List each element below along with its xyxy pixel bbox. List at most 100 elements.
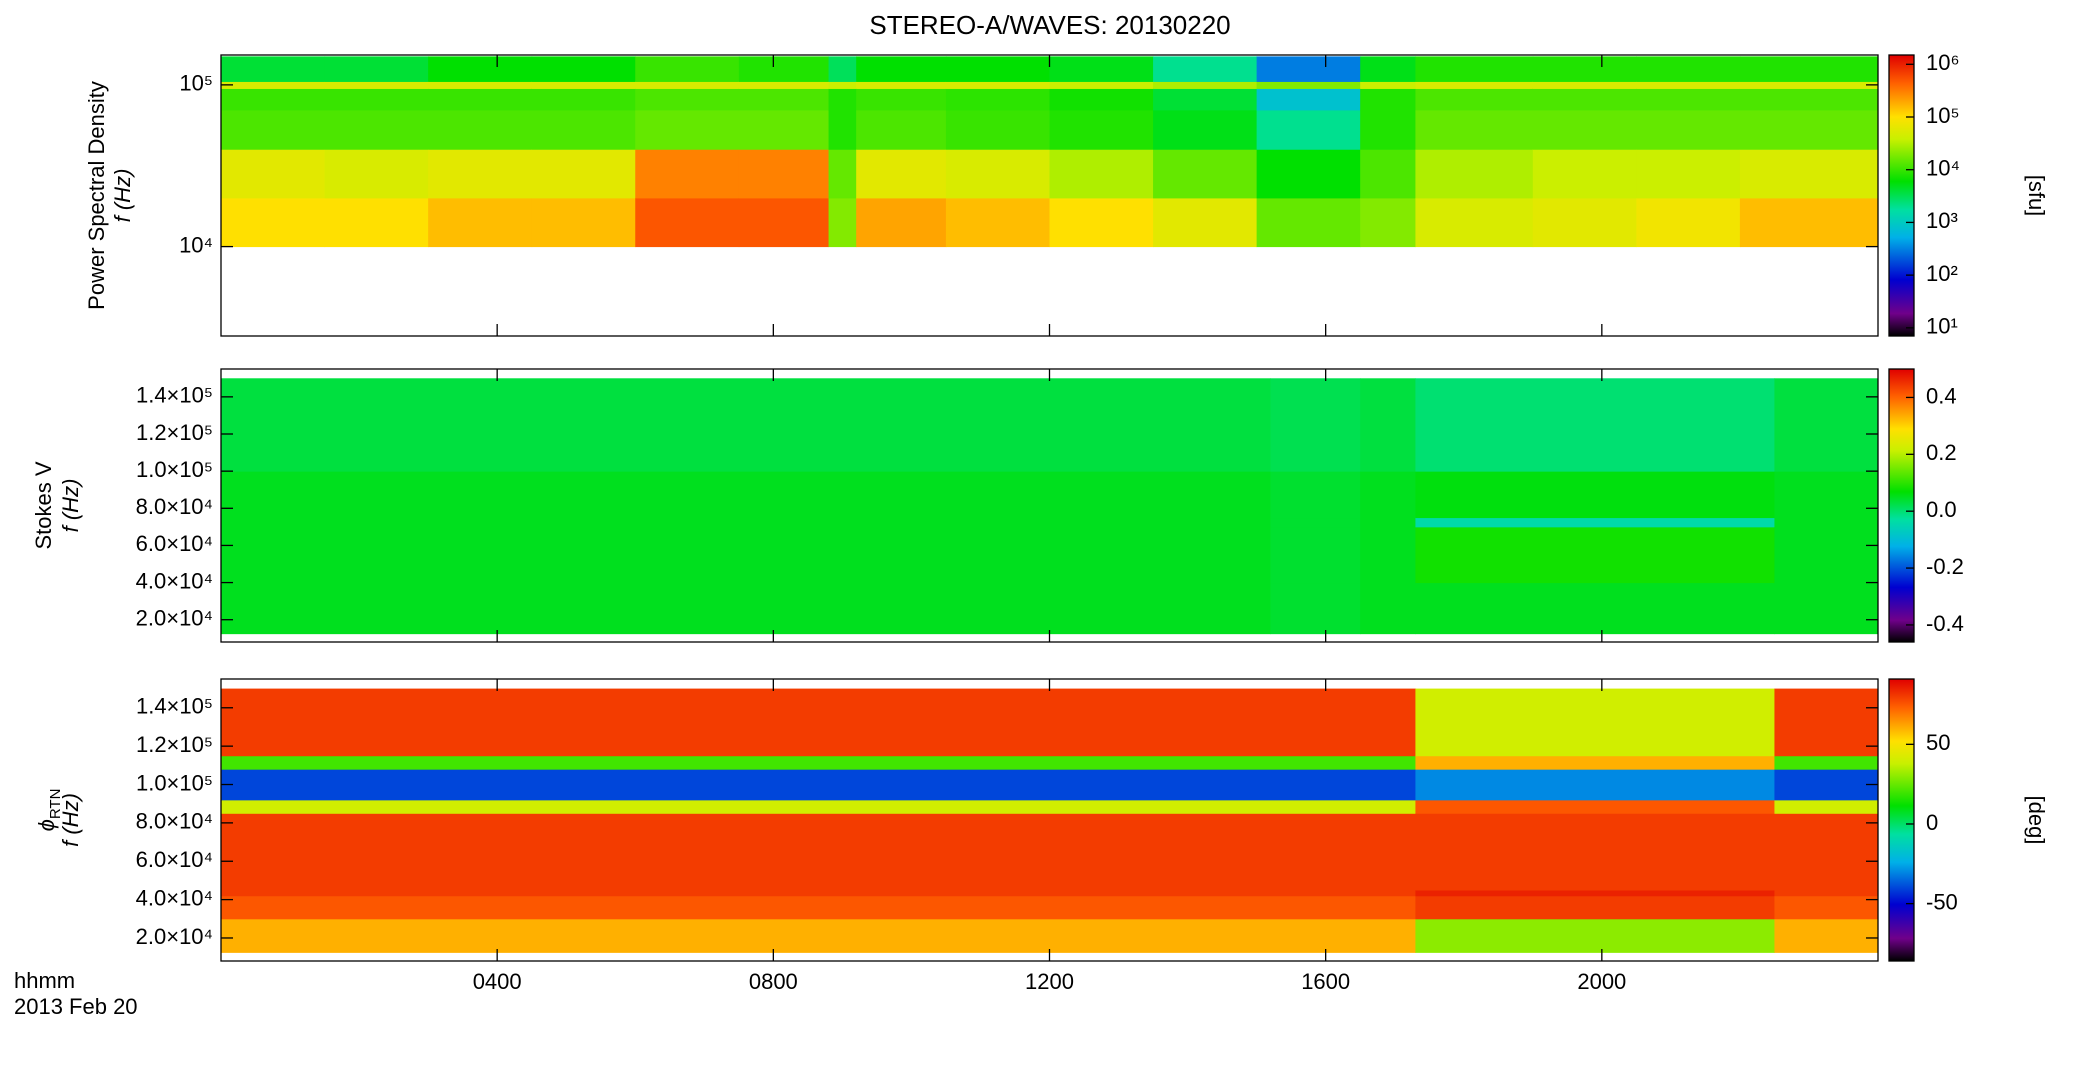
heatmap-cell — [1270, 517, 1361, 528]
heatmap-cell — [1360, 149, 1416, 199]
title: STEREO-A/WAVES: 20130220 — [869, 10, 1230, 40]
heatmap-cell — [428, 109, 533, 150]
heatmap-cell — [324, 81, 429, 89]
heatmap-cell — [1360, 526, 1416, 584]
colorbar-tick-label: 10³ — [1926, 208, 1958, 233]
heatmap-cell — [635, 88, 740, 111]
panel — [221, 688, 1879, 953]
heatmap-cell — [635, 149, 740, 199]
heatmap-cell — [1774, 769, 1879, 801]
heatmap-cell — [945, 197, 1050, 248]
heatmap-cell — [945, 149, 1050, 199]
x-tick-label: 0800 — [749, 969, 798, 994]
colorbar-tick-label: 0 — [1926, 810, 1938, 835]
heatmap-cell — [324, 88, 429, 111]
heatmap-cell — [945, 56, 1050, 82]
heatmap-cell — [1532, 56, 1637, 82]
x-tick-label: 0400 — [473, 969, 522, 994]
heatmap-cell — [1256, 88, 1361, 111]
heatmap-cell — [1153, 197, 1258, 248]
y-tick-label: 1.0×10⁵ — [136, 770, 213, 795]
heatmap-cell — [221, 56, 326, 82]
heatmap-cell — [221, 526, 1271, 584]
colorbar-tick-label: 50 — [1926, 730, 1950, 755]
panel — [221, 56, 1879, 248]
y-tick-label: 1.4×10⁵ — [136, 383, 213, 408]
heatmap-cell — [1256, 109, 1361, 150]
heatmap-cell — [221, 890, 1416, 897]
colorbar — [1888, 678, 1915, 962]
heatmap-cell — [531, 56, 636, 82]
heatmap-cell — [856, 81, 947, 89]
heatmap-cell — [1774, 799, 1879, 814]
heatmap-cell — [1256, 56, 1361, 82]
heatmap-cell — [945, 88, 1050, 111]
heatmap-cell — [1739, 149, 1879, 199]
heatmap-cell — [1049, 149, 1154, 199]
heatmap-cell — [1415, 582, 1775, 635]
heatmap-cell — [221, 378, 1271, 472]
heatmap-cell — [1532, 149, 1637, 199]
heatmap-cell — [828, 197, 857, 248]
y-label: Stokes V — [31, 461, 56, 549]
x-tick-label: 1600 — [1301, 969, 1350, 994]
heatmap-cell — [1415, 813, 1775, 891]
heatmap-cell — [1415, 688, 1775, 757]
heatmap-cell — [1774, 517, 1879, 528]
heatmap-cell — [1360, 56, 1416, 82]
heatmap-cell — [1774, 378, 1879, 472]
heatmap-cell — [856, 56, 947, 82]
y-tick-label: 1.0×10⁵ — [136, 457, 213, 482]
heatmap-cell — [1153, 88, 1258, 111]
heatmap-cell — [1415, 769, 1775, 801]
x-tick-label: 1200 — [1025, 969, 1074, 994]
colorbar-label: [deg] — [2024, 796, 2049, 845]
colorbar-tick-label: 0.4 — [1926, 383, 1957, 408]
heatmap-cell — [635, 81, 740, 89]
y-tick-label: 6.0×10⁴ — [136, 847, 213, 872]
heatmap-cell — [1739, 197, 1879, 248]
heatmap-cell — [428, 149, 533, 199]
heatmap-cell — [1636, 81, 1741, 89]
heatmap-cell — [1774, 895, 1879, 920]
heatmap-cell — [738, 197, 830, 248]
heatmap-cell — [738, 88, 830, 111]
heatmap-cell — [1774, 813, 1879, 891]
heatmap-cell — [531, 88, 636, 111]
colorbar — [1888, 368, 1915, 643]
heatmap-cell — [1415, 895, 1775, 920]
heatmap-cell — [1636, 149, 1741, 199]
y-tick-label: 2.0×10⁴ — [136, 924, 213, 949]
heatmap-cell — [1774, 918, 1879, 953]
heatmap-cell — [221, 517, 1271, 528]
heatmap-cell — [221, 471, 1271, 519]
heatmap-cell — [1270, 378, 1361, 472]
heatmap-cell — [1360, 88, 1416, 111]
heatmap-cell — [324, 197, 429, 248]
heatmap-cell — [1739, 56, 1879, 82]
colorbar-tick-label: 10⁶ — [1926, 50, 1960, 75]
heatmap-cell — [221, 197, 326, 248]
heatmap-cell — [1415, 149, 1534, 199]
heatmap-cell — [1415, 81, 1534, 89]
heatmap-cell — [1415, 526, 1775, 584]
heatmap-cell — [221, 769, 1416, 801]
heatmap-cell — [1415, 378, 1775, 472]
y-label: ϕRTN — [34, 789, 64, 832]
heatmap-cell — [428, 197, 533, 248]
heatmap-cell — [1415, 755, 1775, 770]
heatmap-cell — [1774, 688, 1879, 757]
panel — [221, 378, 1879, 635]
heatmap-cell — [1360, 197, 1416, 248]
heatmap-cell — [1636, 197, 1741, 248]
heatmap-cell — [1360, 81, 1416, 89]
heatmap-cell — [1415, 88, 1534, 111]
colorbar-tick-label: 10¹ — [1926, 314, 1958, 339]
y-label-unit: f (Hz) — [58, 479, 83, 533]
heatmap-cell — [1739, 88, 1879, 111]
heatmap-cell — [856, 149, 947, 199]
heatmap-cell — [635, 197, 740, 248]
heatmap-cell — [1360, 378, 1416, 472]
heatmap-cell — [221, 813, 1416, 891]
heatmap-cell — [1360, 109, 1416, 150]
